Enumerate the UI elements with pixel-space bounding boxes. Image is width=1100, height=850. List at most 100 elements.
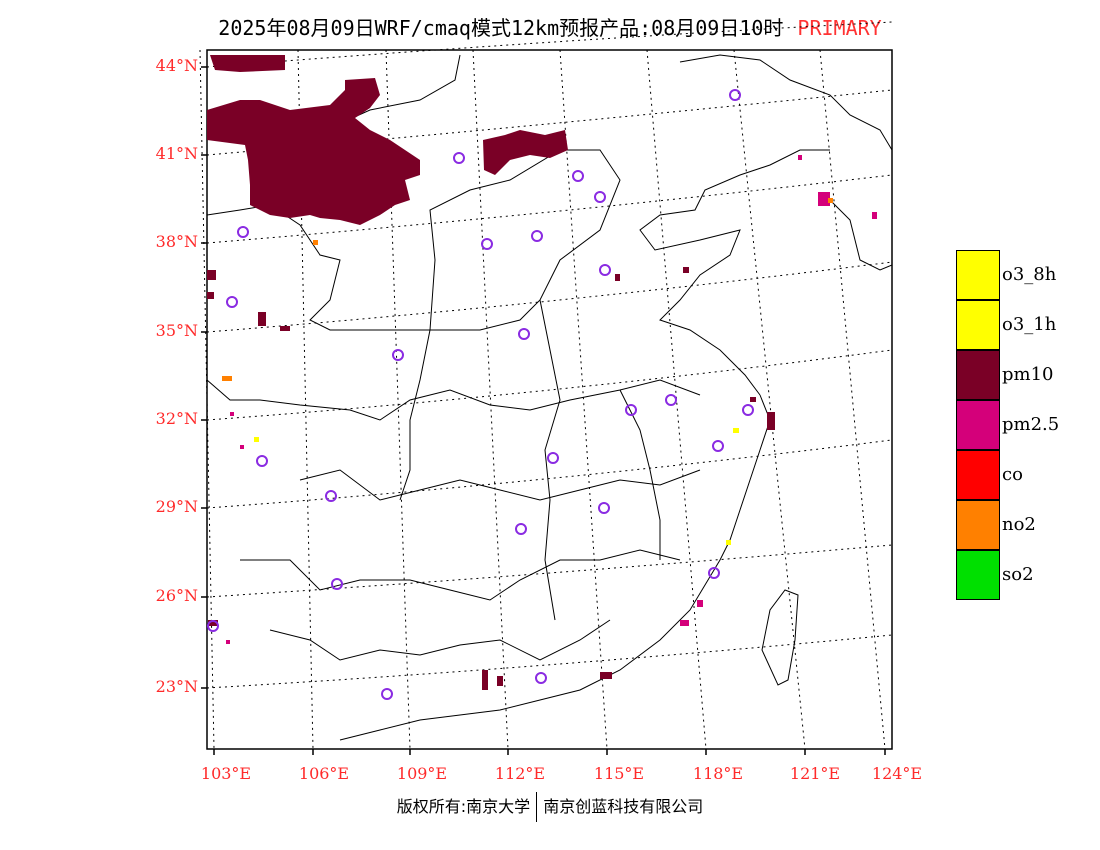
meridian-103 (199, 49, 215, 750)
legend-swatch-o3-1h (956, 300, 1000, 350)
footer-right: 南京创蓝科技有限公司 (543, 797, 704, 816)
legend-label-co: co (1002, 464, 1023, 485)
lon-label-115: 115°E (593, 764, 645, 783)
pm10-spot-2 (207, 292, 214, 299)
station-marker (742, 404, 754, 416)
lon-label-124: 124°E (871, 764, 923, 783)
station-marker (625, 404, 637, 416)
lon-label-106: 106°E (298, 764, 350, 783)
lat-label-44: 44°N (155, 56, 198, 75)
footer-left: 版权所有:南京大学 (396, 797, 531, 816)
title-tag: PRIMARY (797, 16, 882, 40)
station-marker (572, 170, 584, 182)
meridian-115 (559, 49, 608, 750)
pm10-spot-7 (767, 412, 775, 430)
korea (829, 199, 893, 271)
lat-label-38: 38°N (155, 232, 198, 251)
parallel-26 (206, 544, 893, 598)
provincial-8 (539, 299, 561, 621)
border-northeast (679, 54, 893, 151)
pm10-spot-12 (208, 620, 218, 626)
provincial-9 (619, 389, 661, 560)
station-marker (237, 226, 249, 238)
provincial-7 (399, 329, 431, 501)
station-marker (515, 523, 527, 535)
station-marker (531, 230, 543, 242)
legend-label-o3-1h: o3_1h (1002, 314, 1057, 335)
pm25-spot-4 (680, 620, 689, 626)
pm25-areas (226, 155, 877, 644)
coast-north (639, 149, 830, 396)
provincial-6 (269, 619, 611, 661)
station-marker (598, 502, 610, 514)
pm10-hebei-strip (483, 130, 568, 175)
pm25-spot-2 (872, 212, 877, 219)
lat-label-23: 23°N (155, 677, 198, 696)
lat-label-26: 26°N (155, 586, 198, 605)
provincial-3 (206, 379, 701, 421)
station-marker (599, 264, 611, 276)
parallel-35 (206, 261, 893, 333)
boundaries (206, 54, 893, 741)
station-marker (226, 296, 238, 308)
pm25-spot-5 (697, 600, 703, 607)
o3-areas (254, 428, 739, 545)
parallel-23 (206, 634, 893, 689)
parallel-38 (206, 174, 893, 244)
pm10-inner-mongolia (207, 78, 420, 225)
pm10-spot-10 (600, 672, 612, 679)
legend-swatch-pm25 (956, 400, 1000, 450)
pm10-spot-11 (683, 267, 689, 273)
lon-label-118: 118°E (692, 764, 744, 783)
lat-label-35: 35°N (155, 321, 198, 340)
station-marker (712, 440, 724, 452)
station-marker (331, 578, 343, 590)
lon-label-121: 121°E (789, 764, 841, 783)
lat-label-29: 29°N (155, 497, 198, 516)
copyright-footer: 版权所有:南京大学 南京创蓝科技有限公司 (0, 792, 1100, 822)
station-marker (535, 672, 547, 684)
graticule (199, 21, 893, 750)
pm25-spot-3 (798, 155, 802, 160)
taiwan (761, 589, 799, 686)
pm10-spot-4 (280, 326, 290, 331)
pm10-spot-1 (207, 270, 216, 280)
o3-spot-3 (726, 540, 731, 545)
parallel-29 (206, 439, 893, 509)
lat-label-41: 41°N (155, 144, 198, 163)
legend-swatch-no2 (956, 500, 1000, 550)
parallel-44 (206, 21, 893, 68)
station-marker (729, 89, 741, 101)
provincial-5 (240, 549, 681, 601)
station-marker (481, 238, 493, 250)
station-marker (325, 490, 337, 502)
map-title: 2025年08月09日WRF/cmaq模式12km预报产品:08月09日10时 P… (0, 12, 1100, 41)
station-marker (256, 455, 268, 467)
pm10-spot-6 (750, 397, 756, 402)
station-marker (207, 620, 219, 632)
legend-label-pm25: pm2.5 (1002, 414, 1060, 435)
station-marker (381, 688, 393, 700)
o3-spot-1 (254, 437, 259, 442)
axis-ticks (201, 66, 886, 755)
no2-areas (222, 198, 833, 381)
pm25-spot-6 (230, 412, 234, 416)
station-marker (708, 567, 720, 579)
title-text: 2025年08月09日WRF/cmaq模式12km预报产品:08月09日10时 (218, 16, 784, 40)
parallel-32 (206, 349, 893, 421)
pm10-spot-5 (615, 274, 620, 281)
station-marker (453, 152, 465, 164)
coast-east (339, 394, 771, 741)
lon-label-109: 109°E (396, 764, 448, 783)
legend-label-so2: so2 (1002, 564, 1034, 585)
legend-label-o3-8h: o3_8h (1002, 264, 1057, 285)
legend-swatch-pm10 (956, 350, 1000, 400)
footer-separator (536, 792, 538, 822)
legend-swatch-o3-8h (956, 250, 1000, 300)
no2-spot-2 (313, 240, 318, 245)
o3-spot-2 (733, 428, 739, 433)
provincial-2 (429, 149, 621, 331)
pm10-areas (207, 55, 775, 690)
station-marker (518, 328, 530, 340)
legend-label-pm10: pm10 (1002, 364, 1054, 385)
